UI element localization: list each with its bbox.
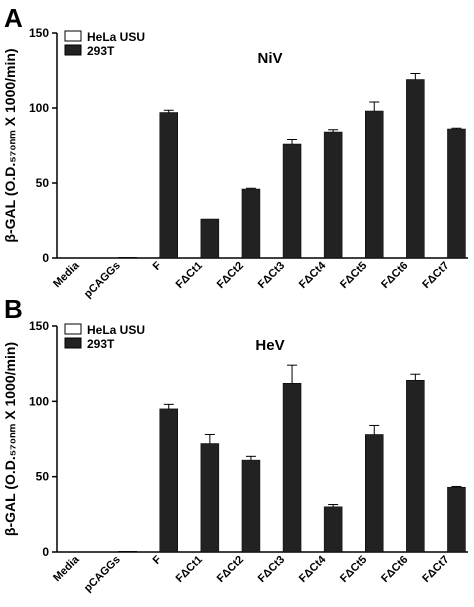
y-tick-label: 0 — [42, 251, 49, 265]
legend-swatch-hela-usu — [64, 323, 82, 335]
legend-label-293t: 293T — [87, 44, 115, 58]
x-tick-label: FΔCt4 — [297, 259, 329, 291]
x-tick-label: FΔCt3 — [256, 554, 287, 585]
bar-293t — [365, 110, 384, 259]
legend-label-hela-usu: HeLa USU — [87, 323, 145, 337]
chart-title: NiV — [257, 50, 282, 67]
x-tick-label: FΔCt2 — [215, 260, 246, 291]
bar-293t — [200, 443, 220, 553]
x-tick-label: FΔCt1 — [174, 260, 205, 291]
legend-swatch-293t — [64, 337, 82, 349]
bar-293t — [447, 128, 466, 259]
x-tick-label: FΔCt5 — [338, 260, 369, 291]
bar-293t — [200, 218, 220, 259]
bar-293t — [241, 188, 261, 259]
bar-293t — [365, 434, 384, 553]
chart-panel-2: B HeV β-GAL (O.D.₅₇₀ₙₘ X 1000/min) 0 50 100 15… — [2, 294, 468, 595]
bar-293t — [159, 408, 178, 553]
y-tick-label: 150 — [29, 319, 49, 333]
x-tick-label: FΔCt7 — [420, 554, 451, 585]
x-tick-label: pCAGGs — [82, 554, 123, 595]
x-tick-label: Media — [51, 553, 82, 584]
x-tick-label: F — [151, 259, 164, 272]
bar-293t — [282, 383, 302, 553]
chart-title: HeV — [255, 337, 284, 354]
chart-panel-1: A NiV β-GAL (O.D.₅₇₀ₙₘ X 1000/min) 0 50 100 15… — [2, 3, 468, 301]
bar-293t — [323, 131, 343, 259]
x-tick-label: F — [151, 553, 164, 566]
x-tick-label: FΔCt6 — [379, 260, 410, 291]
bar-293t — [282, 143, 302, 259]
x-tick-label: FΔCt5 — [338, 554, 369, 585]
y-tick-label: 50 — [36, 470, 50, 484]
x-tick-label: pCAGGs — [82, 260, 123, 301]
bar-293t — [323, 506, 343, 553]
x-tick-label: FΔCt2 — [215, 554, 246, 585]
x-tick-label: Media — [51, 259, 82, 290]
y-axis-label: β-GAL (O.D.₅₇₀ₙₘ X 1000/min) — [2, 48, 18, 242]
bar-293t — [406, 79, 425, 259]
x-tick-label: FΔCt3 — [256, 260, 287, 291]
bar-293t — [241, 459, 261, 553]
panel-letter: A — [4, 3, 23, 33]
y-tick-label: 150 — [29, 26, 49, 40]
x-tick-label: FΔCt1 — [174, 554, 205, 585]
y-axis-label: β-GAL (O.D.₅₇₀ₙₘ X 1000/min) — [2, 342, 18, 536]
y-tick-label: 100 — [29, 394, 49, 408]
legend-label-293t: 293T — [87, 337, 115, 351]
bar-293t — [118, 257, 137, 259]
bar-293t — [159, 112, 178, 259]
y-tick-label: 50 — [36, 176, 50, 190]
bar-293t — [118, 550, 137, 553]
y-tick-label: 0 — [42, 545, 49, 559]
x-tick-label: FΔCt7 — [420, 260, 451, 291]
legend-label-hela-usu: HeLa USU — [87, 30, 145, 44]
panel-letter: B — [4, 294, 23, 324]
bar-293t — [447, 486, 466, 553]
legend-swatch-hela-usu — [64, 30, 82, 42]
x-tick-label: FΔCt4 — [297, 553, 329, 585]
x-tick-label: FΔCt6 — [379, 554, 410, 585]
y-tick-label: 100 — [29, 101, 49, 115]
legend-swatch-293t — [64, 44, 82, 56]
bar-293t — [406, 379, 425, 553]
